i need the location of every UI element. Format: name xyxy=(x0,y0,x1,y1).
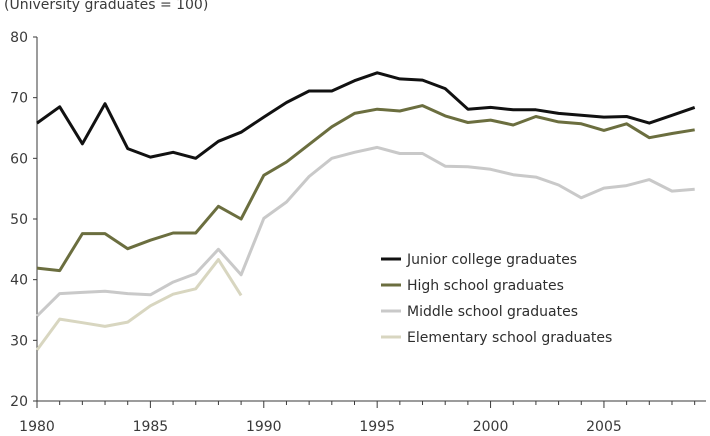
legend-label-junior-college-graduates: Junior college graduates xyxy=(406,252,577,268)
y-tick-label: 30 xyxy=(10,333,28,349)
series-line-junior-college-graduates xyxy=(36,71,696,160)
y-tick-label: 40 xyxy=(10,273,28,289)
legend-label-high-school-graduates: High school graduates xyxy=(407,278,564,294)
y-tick-label: 20 xyxy=(10,394,28,410)
y-tick-label: 80 xyxy=(10,30,28,46)
series-line-middle-school-graduates xyxy=(35,145,695,318)
legend: Junior college graduates High school grad… xyxy=(381,252,612,346)
x-tick-label: 2000 xyxy=(473,419,509,435)
x-axis-ticks: 1980 1985 1990 1995 2000 2005 xyxy=(19,401,696,435)
series-line-elementary-school-graduates xyxy=(35,258,243,351)
x-tick-label: 1985 xyxy=(133,419,169,435)
y-tick-label: 60 xyxy=(10,151,28,167)
x-tick-label: 1980 xyxy=(19,419,55,435)
unit-note: (University graduates = 100) xyxy=(4,0,209,13)
x-tick-label: 1995 xyxy=(359,419,395,435)
y-axis-ticks: 20 30 40 50 60 70 80 xyxy=(10,30,37,410)
y-tick-label: 50 xyxy=(10,212,28,228)
legend-label-middle-school-graduates: Middle school graduates xyxy=(407,304,578,320)
series-lines xyxy=(35,71,696,351)
series-line-high-school-graduates xyxy=(36,104,695,273)
x-tick-label: 2005 xyxy=(586,419,622,435)
x-tick-label: 1990 xyxy=(246,419,282,435)
y-tick-label: 70 xyxy=(10,91,28,107)
legend-label-elementary-school-graduates: Elementary school graduates xyxy=(407,330,612,346)
